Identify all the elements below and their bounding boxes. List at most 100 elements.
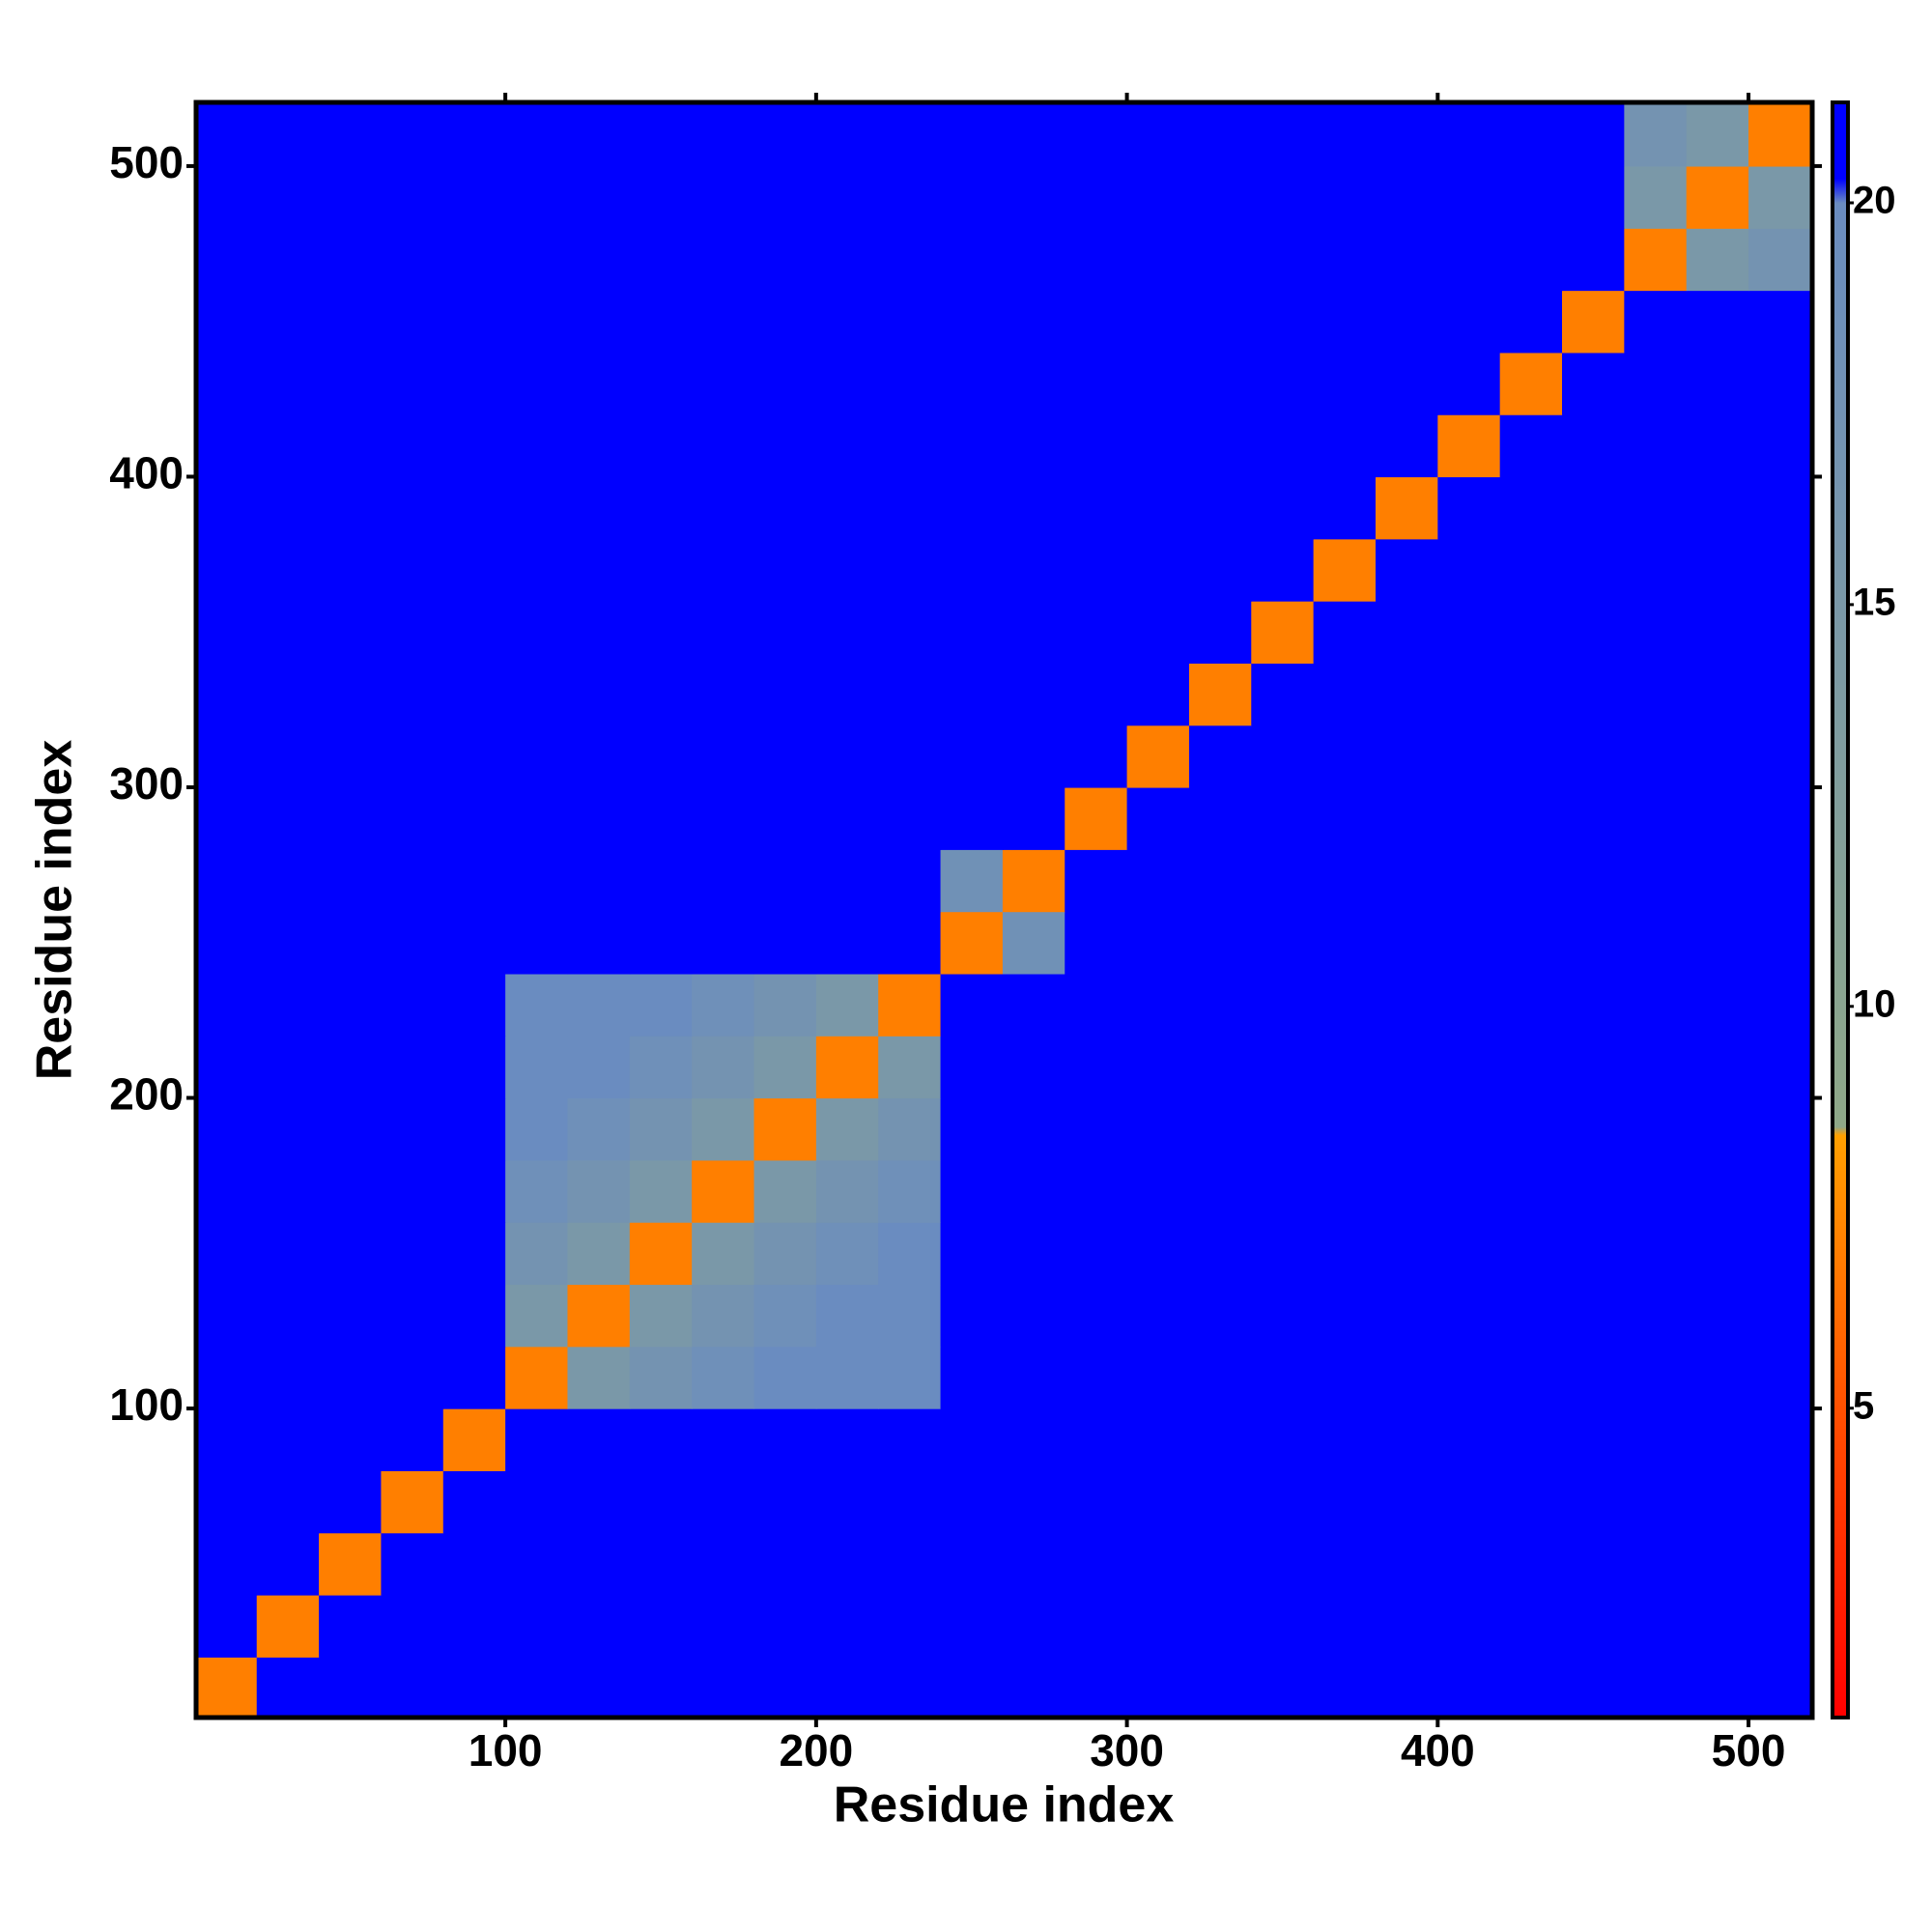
heatmap-cell — [878, 352, 942, 415]
heatmap-cell — [1748, 1408, 1811, 1471]
heatmap-cell — [815, 1222, 879, 1286]
heatmap-cell — [1748, 1532, 1811, 1596]
heatmap-cell — [1686, 786, 1749, 850]
heatmap-cell — [381, 1408, 444, 1471]
heatmap-cell — [940, 663, 1004, 726]
heatmap-cell — [629, 228, 693, 292]
heatmap-cell — [505, 1532, 569, 1596]
heatmap-cell — [381, 601, 444, 664]
heatmap-cell — [505, 1470, 569, 1534]
heatmap-cell — [1126, 973, 1190, 1037]
heatmap-cell — [1624, 911, 1688, 975]
heatmap-cell — [940, 1532, 1004, 1596]
heatmap-cell — [196, 1222, 258, 1286]
heatmap-cell — [1126, 1408, 1190, 1471]
heatmap-cell — [1748, 601, 1811, 664]
heatmap-cell — [692, 1284, 755, 1348]
heatmap-cell — [815, 1470, 879, 1534]
heatmap-cell — [381, 538, 444, 602]
heatmap-cell — [1313, 103, 1377, 167]
y-tick-label: 300 — [109, 758, 184, 809]
heatmap-cell — [1748, 103, 1811, 167]
heatmap-cell — [567, 1346, 631, 1409]
heatmap-cell — [505, 290, 569, 354]
heatmap-cell — [1499, 352, 1563, 415]
heatmap-cell — [1002, 1408, 1065, 1471]
heatmap-cell — [878, 786, 942, 850]
heatmap-cell — [692, 601, 755, 664]
heatmap-cell — [1624, 601, 1688, 664]
heatmap-cell — [256, 1346, 320, 1409]
heatmap-cell — [256, 476, 320, 540]
heatmap-cell — [1562, 786, 1625, 850]
heatmap-cell — [1313, 352, 1377, 415]
heatmap-cell — [1375, 1532, 1438, 1596]
heatmap-cell — [1562, 103, 1625, 167]
heatmap-cell — [1313, 849, 1377, 913]
heatmap-cell — [753, 1036, 817, 1099]
heatmap-cell — [1002, 849, 1065, 913]
heatmap-cell — [753, 1532, 817, 1596]
heatmap-cell — [629, 1097, 693, 1161]
heatmap-cell — [319, 601, 383, 664]
heatmap-cell — [196, 724, 258, 788]
heatmap-cell — [505, 1284, 569, 1348]
heatmap-cell — [1437, 601, 1501, 664]
heatmap — [196, 103, 1811, 1718]
heatmap-cell — [1313, 601, 1377, 664]
heatmap-cell — [196, 849, 258, 913]
heatmap-cell — [442, 1346, 506, 1409]
heatmap-cell — [753, 1222, 817, 1286]
heatmap-cell — [1562, 1408, 1625, 1471]
heatmap-cell — [878, 1346, 942, 1409]
heatmap-cell — [256, 1532, 320, 1596]
heatmap-cell — [753, 911, 817, 975]
heatmap-cell — [567, 1284, 631, 1348]
heatmap-cell — [629, 1408, 693, 1471]
heatmap-cell — [1437, 1036, 1501, 1099]
heatmap-cell — [1065, 228, 1128, 292]
heatmap-cell — [815, 352, 879, 415]
heatmap-cell — [319, 973, 383, 1037]
heatmap-cell — [196, 601, 258, 664]
heatmap-cell — [196, 290, 258, 354]
heatmap-cell — [1624, 1594, 1688, 1658]
heatmap-cell — [1065, 1532, 1128, 1596]
heatmap-cell — [319, 1594, 383, 1658]
heatmap-cell — [1748, 228, 1811, 292]
heatmap-cell — [1313, 228, 1377, 292]
heatmap-cell — [567, 414, 631, 478]
heatmap-cell — [1126, 414, 1190, 478]
heatmap-cell — [629, 476, 693, 540]
heatmap-cell — [629, 1346, 693, 1409]
heatmap-cell — [1624, 538, 1688, 602]
heatmap-cell — [1251, 973, 1315, 1037]
heatmap-cell — [1188, 1222, 1252, 1286]
heatmap-cell — [1002, 165, 1065, 229]
heatmap-cell — [940, 849, 1004, 913]
colorbar-tick-label: 20 — [1853, 180, 1896, 222]
heatmap-cell — [1375, 1470, 1438, 1534]
heatmap-cell — [505, 911, 569, 975]
heatmap-cell — [1375, 228, 1438, 292]
heatmap-cell — [1375, 1036, 1438, 1099]
heatmap-cell — [1686, 1408, 1749, 1471]
colorbar-segment — [1833, 202, 1848, 1128]
heatmap-cell — [442, 103, 506, 167]
heatmap-cell — [381, 103, 444, 167]
heatmap-cell — [1313, 1159, 1377, 1223]
heatmap-cell — [815, 228, 879, 292]
heatmap-cell — [629, 414, 693, 478]
heatmap-cell — [1748, 724, 1811, 788]
heatmap-cell — [1126, 849, 1190, 913]
heatmap-cell — [505, 1594, 569, 1658]
heatmap-cell — [815, 1532, 879, 1596]
heatmap-cell — [567, 352, 631, 415]
heatmap-cell — [1624, 1657, 1688, 1718]
heatmap-cell — [1251, 849, 1315, 913]
heatmap-cell — [1126, 1346, 1190, 1409]
heatmap-cell — [815, 973, 879, 1037]
heatmap-cell — [1562, 1532, 1625, 1596]
heatmap-cell — [381, 1594, 444, 1658]
heatmap-cell — [1748, 1159, 1811, 1223]
